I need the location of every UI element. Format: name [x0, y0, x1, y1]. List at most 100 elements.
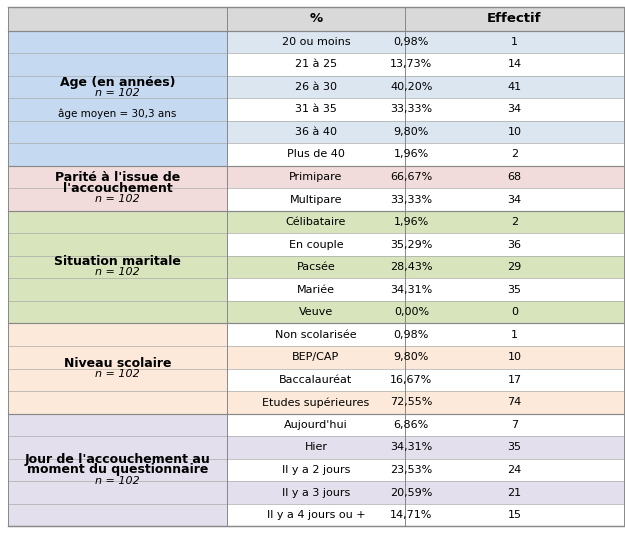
Bar: [405, 481, 624, 504]
Text: n = 102: n = 102: [95, 268, 140, 278]
Text: 10: 10: [508, 352, 521, 362]
Text: 15: 15: [508, 510, 521, 520]
Text: Il y a 2 jours: Il y a 2 jours: [282, 465, 350, 475]
Bar: [227, 143, 405, 166]
Text: Célibataire: Célibataire: [286, 217, 346, 227]
Text: BEP/CAP: BEP/CAP: [292, 352, 339, 362]
Text: 21: 21: [508, 488, 521, 497]
Bar: [227, 346, 405, 368]
Bar: [227, 278, 405, 301]
Text: Hier: Hier: [304, 442, 328, 453]
Text: 35: 35: [508, 285, 521, 295]
Text: 23,53%: 23,53%: [390, 465, 432, 475]
Text: Age (en années): Age (en années): [60, 76, 175, 89]
Bar: [405, 188, 624, 211]
Bar: [227, 391, 405, 414]
Text: 28,43%: 28,43%: [390, 262, 432, 272]
Bar: [405, 324, 624, 346]
Text: 33,33%: 33,33%: [390, 104, 432, 115]
Bar: [405, 346, 624, 368]
Bar: [227, 301, 405, 324]
Bar: [8, 166, 227, 211]
Text: Baccalauréat: Baccalauréat: [279, 375, 352, 385]
Text: En couple: En couple: [289, 240, 343, 249]
Bar: [227, 120, 405, 143]
Bar: [227, 98, 405, 120]
Bar: [227, 481, 405, 504]
Bar: [405, 256, 624, 278]
Text: Il y a 3 jours: Il y a 3 jours: [282, 488, 350, 497]
Text: 34: 34: [508, 104, 521, 115]
Bar: [227, 76, 405, 98]
Text: 13,73%: 13,73%: [390, 59, 432, 69]
Text: Jour de l'accouchement au: Jour de l'accouchement au: [24, 453, 211, 466]
Text: 9,80%: 9,80%: [394, 127, 429, 137]
Bar: [405, 301, 624, 324]
Text: Niveau scolaire: Niveau scolaire: [64, 357, 171, 370]
Text: Situation maritale: Situation maritale: [54, 255, 181, 268]
Bar: [405, 414, 624, 436]
Text: 35,29%: 35,29%: [390, 240, 432, 249]
Text: 0: 0: [511, 307, 518, 317]
Text: 40,20%: 40,20%: [390, 82, 432, 92]
Text: 20 ou moins: 20 ou moins: [282, 37, 350, 47]
Text: Multipare: Multipare: [290, 195, 342, 205]
Text: 16,67%: 16,67%: [390, 375, 432, 385]
Bar: [405, 98, 624, 120]
Bar: [227, 459, 405, 481]
Bar: [227, 414, 405, 436]
Text: 14,71%: 14,71%: [390, 510, 432, 520]
Text: Non scolarisée: Non scolarisée: [275, 330, 357, 340]
Bar: [8, 324, 227, 414]
Text: 26 à 30: 26 à 30: [295, 82, 337, 92]
Bar: [405, 76, 624, 98]
Bar: [227, 233, 405, 256]
Bar: [405, 211, 624, 233]
Text: 36: 36: [508, 240, 521, 249]
Bar: [8, 30, 227, 166]
Bar: [227, 166, 405, 188]
Text: Aujourd'hui: Aujourd'hui: [284, 420, 348, 430]
Text: 35: 35: [508, 442, 521, 453]
Bar: [227, 504, 405, 526]
Bar: [227, 324, 405, 346]
Text: Il y a 4 jours ou +: Il y a 4 jours ou +: [267, 510, 365, 520]
Text: 31 à 35: 31 à 35: [295, 104, 337, 115]
Text: 36 à 40: 36 à 40: [295, 127, 337, 137]
Text: 1: 1: [511, 37, 518, 47]
Text: 66,67%: 66,67%: [390, 172, 432, 182]
Bar: [405, 504, 624, 526]
Bar: [405, 120, 624, 143]
Text: âge moyen = 30,3 ans: âge moyen = 30,3 ans: [58, 109, 177, 119]
Bar: [405, 391, 624, 414]
Bar: [405, 166, 624, 188]
Text: 2: 2: [511, 217, 518, 227]
Bar: [227, 436, 405, 459]
Text: 6,86%: 6,86%: [394, 420, 429, 430]
Text: moment du questionnaire: moment du questionnaire: [27, 464, 208, 477]
Text: 0,98%: 0,98%: [394, 330, 429, 340]
Bar: [227, 368, 405, 391]
Text: Pacsée: Pacsée: [297, 262, 336, 272]
Bar: [405, 278, 624, 301]
Bar: [405, 459, 624, 481]
Text: 20,59%: 20,59%: [390, 488, 432, 497]
Text: 0,00%: 0,00%: [394, 307, 429, 317]
Text: 41: 41: [508, 82, 521, 92]
Bar: [227, 256, 405, 278]
Bar: [405, 53, 624, 76]
Text: 74: 74: [508, 398, 521, 407]
Text: 1,96%: 1,96%: [394, 217, 429, 227]
Bar: [227, 30, 405, 53]
Bar: [227, 188, 405, 211]
Bar: [405, 233, 624, 256]
Text: 34: 34: [508, 195, 521, 205]
Text: 0,98%: 0,98%: [394, 37, 429, 47]
Text: 24: 24: [508, 465, 521, 475]
Text: n = 102: n = 102: [95, 475, 140, 486]
Bar: [405, 30, 624, 53]
Text: l'accouchement: l'accouchement: [62, 182, 172, 195]
Text: %: %: [309, 12, 322, 25]
Text: 9,80%: 9,80%: [394, 352, 429, 362]
Text: Effectif: Effectif: [487, 12, 542, 25]
